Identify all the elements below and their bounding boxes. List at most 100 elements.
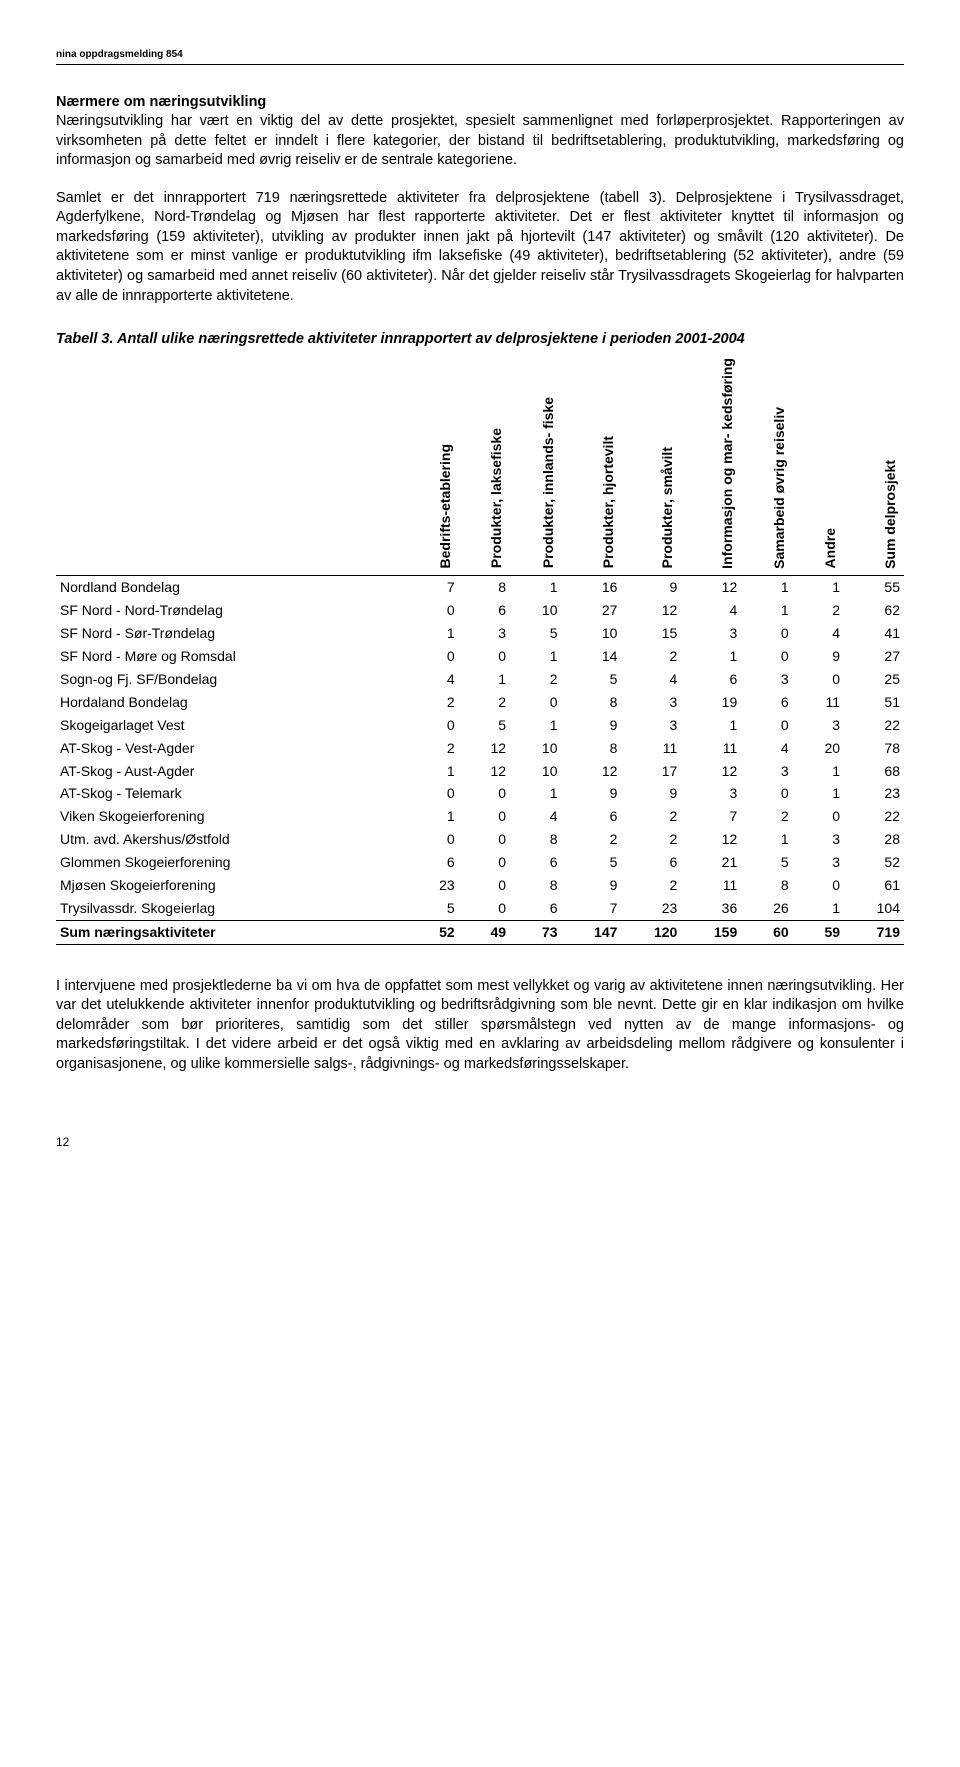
table-cell: 104 (844, 897, 904, 920)
table-cell: 4 (793, 622, 844, 645)
table-cell: 12 (681, 576, 741, 599)
table-header-cell: Produkter, småvilt (621, 356, 681, 576)
table-cell: 0 (459, 874, 510, 897)
table-sum-cell: 60 (741, 920, 792, 944)
table-cell: 2 (459, 691, 510, 714)
table-cell: 12 (561, 760, 621, 783)
table-cell: 68 (844, 760, 904, 783)
table-row: Hordaland Bondelag220831961151 (56, 691, 904, 714)
table-cell: 55 (844, 576, 904, 599)
table-sum-cell: 49 (459, 920, 510, 944)
table-cell: 2 (407, 737, 458, 760)
paragraph-2: Samlet er det innrapportert 719 næringsr… (56, 189, 904, 306)
table-cell: 25 (844, 668, 904, 691)
table-row: SF Nord - Møre og Romsdal00114210927 (56, 645, 904, 668)
table-cell: 0 (459, 805, 510, 828)
table-cell: 1 (510, 782, 561, 805)
table-cell: 17 (621, 760, 681, 783)
table-cell: 6 (561, 805, 621, 828)
table-cell: 0 (741, 622, 792, 645)
table-sum-cell: 719 (844, 920, 904, 944)
table-cell: 3 (793, 851, 844, 874)
table-cell: 19 (681, 691, 741, 714)
table-cell: Hordaland Bondelag (56, 691, 407, 714)
table-cell: 3 (681, 782, 741, 805)
table-cell: 4 (510, 805, 561, 828)
table-cell: 9 (561, 782, 621, 805)
table-cell: 5 (561, 851, 621, 874)
table-cell: 36 (681, 897, 741, 920)
table-cell: 1 (741, 828, 792, 851)
table-cell: 23 (621, 897, 681, 920)
table-cell: 16 (561, 576, 621, 599)
table-cell: 6 (681, 668, 741, 691)
table-cell: 1 (793, 782, 844, 805)
table-cell: 21 (681, 851, 741, 874)
table-cell: 1 (510, 714, 561, 737)
table-cell: 3 (741, 760, 792, 783)
table-cell: 2 (793, 599, 844, 622)
table-cell: 8 (561, 691, 621, 714)
table-cell: 3 (793, 828, 844, 851)
table-cell: 52 (844, 851, 904, 874)
table-header-cell: Produkter, laksefiske (459, 356, 510, 576)
section-heading: Nærmere om næringsutvikling (56, 94, 266, 110)
table-cell: 0 (407, 714, 458, 737)
table-cell: 10 (510, 760, 561, 783)
table-cell: 9 (561, 874, 621, 897)
table-cell: 0 (741, 782, 792, 805)
table-cell: 0 (407, 828, 458, 851)
page-number: 12 (56, 1134, 904, 1150)
table-cell: 3 (621, 691, 681, 714)
table-cell: 22 (844, 714, 904, 737)
table-cell: 6 (407, 851, 458, 874)
table-cell: 2 (621, 805, 681, 828)
table-cell: 3 (681, 622, 741, 645)
table-sum-cell: 120 (621, 920, 681, 944)
table-sum-row: Sum næringsaktiviteter524973147120159605… (56, 920, 904, 944)
table-cell: 9 (621, 576, 681, 599)
table-row: Utm. avd. Akershus/Østfold00822121328 (56, 828, 904, 851)
table-cell: 0 (741, 714, 792, 737)
table-cell: 1 (510, 576, 561, 599)
table-sum-cell: 59 (793, 920, 844, 944)
table-cell: 51 (844, 691, 904, 714)
table-body: Nordland Bondelag781169121155SF Nord - N… (56, 576, 904, 944)
table-row: Nordland Bondelag781169121155 (56, 576, 904, 599)
table-header-cell: Informasjon og mar- kedsføring (681, 356, 741, 576)
table-cell: 8 (510, 828, 561, 851)
table-cell: 6 (741, 691, 792, 714)
table-cell: 10 (510, 737, 561, 760)
table-caption: Tabell 3. Antall ulike næringsrettede ak… (56, 330, 904, 350)
table-cell: 10 (561, 622, 621, 645)
table-cell: 5 (510, 622, 561, 645)
table-cell: 20 (793, 737, 844, 760)
table-cell: 10 (510, 599, 561, 622)
table-cell: 4 (741, 737, 792, 760)
table-cell: Viken Skogeierforening (56, 805, 407, 828)
table-sum-cell: 73 (510, 920, 561, 944)
table-cell: 1 (681, 714, 741, 737)
table-cell: 0 (741, 645, 792, 668)
paragraph-1: Næringsutvikling har vært en viktig del … (56, 113, 904, 168)
table-sum-cell: 159 (681, 920, 741, 944)
table-cell: 12 (621, 599, 681, 622)
table-cell: 1 (741, 599, 792, 622)
table-cell: 0 (510, 691, 561, 714)
table-row: AT-Skog - Aust-Agder112101217123168 (56, 760, 904, 783)
table-sum-cell: 147 (561, 920, 621, 944)
table-cell: 12 (459, 737, 510, 760)
table-cell: 5 (561, 668, 621, 691)
table-cell: 15 (621, 622, 681, 645)
table-cell: 0 (793, 805, 844, 828)
table-cell: 2 (741, 805, 792, 828)
table-label: Tabell 3. Antall ulike næringsrettede ak… (56, 331, 745, 347)
table-cell: 6 (510, 851, 561, 874)
table-cell: 11 (621, 737, 681, 760)
table-cell: 8 (510, 874, 561, 897)
table-cell: 14 (561, 645, 621, 668)
table-cell: 12 (681, 828, 741, 851)
table-row: Glommen Skogeierforening60656215352 (56, 851, 904, 874)
table-cell: 2 (407, 691, 458, 714)
table-cell: 1 (793, 897, 844, 920)
